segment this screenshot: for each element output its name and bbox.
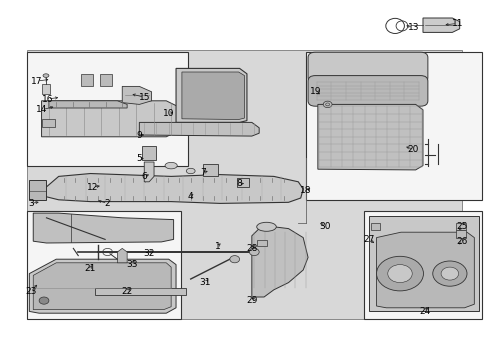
Polygon shape xyxy=(44,174,303,203)
Polygon shape xyxy=(237,178,249,187)
Text: 20: 20 xyxy=(407,145,418,154)
Circle shape xyxy=(39,297,49,304)
Polygon shape xyxy=(33,263,171,310)
FancyBboxPatch shape xyxy=(370,223,380,230)
Text: 25: 25 xyxy=(455,222,467,231)
Text: 9: 9 xyxy=(136,130,142,139)
FancyBboxPatch shape xyxy=(100,74,112,86)
Text: 19: 19 xyxy=(309,87,321,96)
Text: 12: 12 xyxy=(87,183,99,192)
Text: 33: 33 xyxy=(126,260,138,269)
Text: 30: 30 xyxy=(319,222,330,231)
Text: 29: 29 xyxy=(245,296,257,305)
FancyBboxPatch shape xyxy=(364,211,481,319)
Ellipse shape xyxy=(323,101,331,108)
Circle shape xyxy=(376,256,423,291)
Polygon shape xyxy=(122,86,151,104)
FancyBboxPatch shape xyxy=(41,84,50,94)
Text: 32: 32 xyxy=(143,249,155,258)
Circle shape xyxy=(249,248,259,256)
Text: 18: 18 xyxy=(299,186,311,195)
Polygon shape xyxy=(29,180,46,200)
Text: 26: 26 xyxy=(455,237,467,246)
Polygon shape xyxy=(29,259,176,313)
FancyBboxPatch shape xyxy=(27,52,188,166)
Polygon shape xyxy=(251,227,307,297)
FancyBboxPatch shape xyxy=(142,146,156,160)
Text: 5: 5 xyxy=(136,154,142,163)
FancyBboxPatch shape xyxy=(256,240,267,246)
Text: 10: 10 xyxy=(163,109,174,118)
FancyBboxPatch shape xyxy=(27,211,181,319)
Text: 23: 23 xyxy=(25,287,37,296)
Polygon shape xyxy=(139,122,259,136)
Polygon shape xyxy=(317,104,422,170)
Text: 21: 21 xyxy=(84,264,96,273)
Text: 11: 11 xyxy=(450,19,462,28)
FancyBboxPatch shape xyxy=(455,230,465,238)
Polygon shape xyxy=(41,101,181,137)
Polygon shape xyxy=(376,232,473,308)
Ellipse shape xyxy=(186,168,195,174)
Text: 6: 6 xyxy=(141,172,147,181)
Polygon shape xyxy=(422,18,459,32)
Polygon shape xyxy=(182,72,244,120)
Polygon shape xyxy=(176,68,246,122)
Text: 28: 28 xyxy=(245,244,257,253)
FancyBboxPatch shape xyxy=(81,74,93,86)
Ellipse shape xyxy=(256,222,276,231)
Text: 17: 17 xyxy=(31,77,43,85)
Polygon shape xyxy=(95,288,185,295)
Text: 24: 24 xyxy=(419,307,430,316)
Text: 2: 2 xyxy=(104,199,110,208)
Circle shape xyxy=(229,256,239,263)
Polygon shape xyxy=(33,213,173,243)
Circle shape xyxy=(440,267,458,280)
Text: 8: 8 xyxy=(236,179,242,188)
Text: 31: 31 xyxy=(199,278,211,287)
Text: 1: 1 xyxy=(214,242,220,251)
Circle shape xyxy=(387,265,411,283)
FancyBboxPatch shape xyxy=(305,52,481,200)
Text: 4: 4 xyxy=(187,192,193,201)
Text: 27: 27 xyxy=(363,235,374,244)
Text: 16: 16 xyxy=(41,94,53,104)
Text: 3: 3 xyxy=(28,199,34,208)
Text: 13: 13 xyxy=(407,22,418,31)
Text: 22: 22 xyxy=(121,287,133,296)
Polygon shape xyxy=(368,216,478,311)
Text: 7: 7 xyxy=(200,168,205,177)
Text: 14: 14 xyxy=(36,105,47,114)
FancyBboxPatch shape xyxy=(455,223,465,230)
FancyBboxPatch shape xyxy=(307,52,427,83)
Polygon shape xyxy=(49,101,127,108)
Text: 15: 15 xyxy=(138,93,150,102)
FancyBboxPatch shape xyxy=(307,76,427,106)
FancyBboxPatch shape xyxy=(27,50,461,319)
Ellipse shape xyxy=(164,162,177,169)
FancyBboxPatch shape xyxy=(41,119,55,127)
Polygon shape xyxy=(144,162,154,182)
Polygon shape xyxy=(203,164,217,176)
Polygon shape xyxy=(117,248,127,263)
Ellipse shape xyxy=(43,74,49,77)
Circle shape xyxy=(432,261,466,286)
